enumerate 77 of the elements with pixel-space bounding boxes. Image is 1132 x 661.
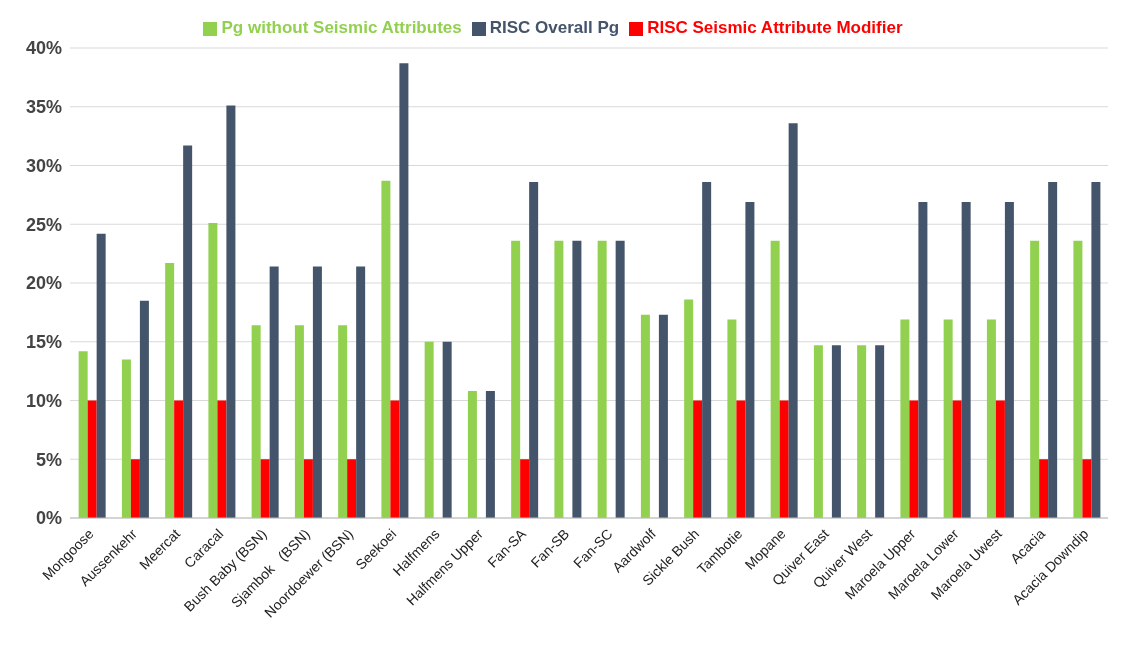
bar: [693, 400, 703, 518]
y-tick-label: 40%: [25, 38, 62, 59]
bar: [121, 359, 131, 518]
bar: [338, 325, 348, 518]
bar: [303, 459, 313, 518]
y-tick-label: 0%: [35, 508, 62, 529]
bar: [269, 266, 279, 518]
bar: [217, 400, 227, 518]
bar: [857, 345, 867, 518]
bar: [520, 459, 530, 518]
bar: [788, 123, 798, 518]
bar: [183, 145, 193, 518]
bar: [684, 299, 694, 518]
bar: [165, 263, 175, 518]
bar: [770, 240, 780, 518]
bar: [511, 240, 521, 518]
bar: [1073, 240, 1083, 518]
bar: [779, 400, 789, 518]
bar: [1030, 240, 1040, 518]
bar: [900, 319, 910, 518]
bar: [615, 240, 625, 518]
bar: [356, 266, 366, 518]
bar: [597, 240, 607, 518]
bar: [745, 201, 755, 518]
bar: [658, 314, 668, 518]
y-tick-label: 35%: [25, 97, 62, 118]
bar: [208, 223, 218, 518]
bar: [347, 459, 357, 518]
bar: [312, 266, 322, 518]
bar: [467, 391, 477, 518]
legend-label: RISC Overall Pg: [489, 18, 620, 37]
bar: [529, 181, 539, 518]
bar: [226, 105, 236, 518]
bar: [986, 319, 996, 518]
bar: [1039, 459, 1049, 518]
bar: [399, 63, 409, 518]
bar: [952, 400, 962, 518]
y-tick-label: 10%: [25, 390, 62, 411]
bar: [424, 341, 434, 518]
legend-label: RISC Seismic Attribute Modifier: [647, 18, 903, 37]
bar: [87, 400, 97, 518]
bar: [1004, 201, 1014, 518]
bar: [139, 300, 149, 518]
bar: [1091, 181, 1101, 518]
bar: [1048, 181, 1058, 518]
bar: [875, 345, 885, 518]
y-tick-label: 15%: [25, 332, 62, 353]
bar: [130, 459, 140, 518]
y-tick-label: 25%: [25, 214, 62, 235]
bar: [485, 391, 495, 518]
bar: [961, 201, 971, 518]
bar: [442, 341, 452, 518]
bar: [1082, 459, 1092, 518]
y-tick-label: 30%: [25, 155, 62, 176]
bar: [251, 325, 261, 518]
bar: [831, 345, 841, 518]
bar: [294, 325, 304, 518]
bar: [736, 400, 746, 518]
y-tick-label: 5%: [35, 449, 62, 470]
legend-label: Pg without Seismic Attributes: [221, 18, 462, 37]
bar: [640, 314, 650, 518]
bar: [390, 400, 400, 518]
bar: [260, 459, 270, 518]
bar: [174, 400, 184, 518]
bar: [813, 345, 823, 518]
bar: [554, 240, 564, 518]
bar: [727, 319, 737, 518]
bar: [909, 400, 919, 518]
bar: [381, 180, 391, 518]
bar: [572, 240, 582, 518]
bar: [943, 319, 953, 518]
bar: [702, 181, 712, 518]
y-tick-label: 20%: [25, 273, 62, 294]
bar: [918, 201, 928, 518]
bar: [78, 351, 88, 518]
bar: [995, 400, 1005, 518]
bar: [96, 233, 106, 518]
